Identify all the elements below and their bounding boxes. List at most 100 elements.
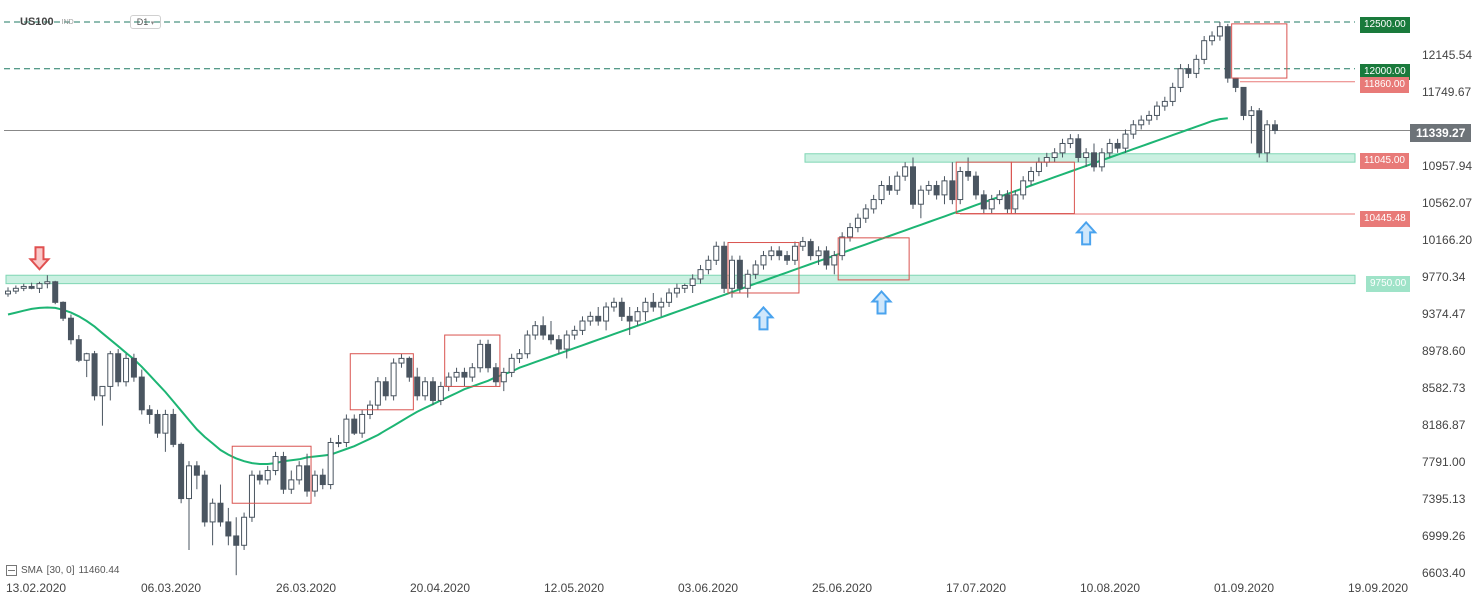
bull-candle: [894, 175, 901, 191]
x-axis-tick-label: 20.04.2020: [410, 581, 470, 595]
bear-candle: [784, 255, 791, 261]
bull-candle: [1059, 142, 1066, 154]
bull-candle: [1193, 58, 1200, 74]
bull-candle: [610, 301, 617, 308]
bull-candle: [1012, 194, 1019, 210]
bull-candle: [705, 259, 712, 271]
y-axis-tick-label: 8978.60: [1422, 344, 1466, 358]
bear-candle: [618, 301, 625, 317]
bull-candle: [500, 371, 507, 383]
indicator-legend[interactable]: SMA [30, 0] 11460.44: [6, 565, 119, 576]
price-tag-11045: 11045.00: [1360, 153, 1409, 169]
bear-candle: [115, 353, 122, 383]
y-axis-tick-label: 10957.94: [1422, 159, 1472, 173]
y-axis-tick-label: 9374.47: [1422, 307, 1466, 321]
bull-candle: [162, 413, 169, 434]
bear-candle: [965, 171, 972, 177]
y-axis-tick-label: 6603.40: [1422, 566, 1466, 580]
bull-candle: [1201, 40, 1208, 60]
bear-candle: [776, 250, 783, 257]
bear-candle: [170, 413, 177, 445]
bull-candle: [870, 199, 877, 210]
bull-candle: [186, 465, 192, 500]
up-arrow-icon: [752, 305, 775, 331]
bull-candle: [445, 376, 452, 387]
bull-candle: [398, 357, 405, 364]
bull-candle: [666, 292, 673, 303]
bull-candle: [209, 502, 216, 523]
bear-candle: [1185, 68, 1192, 74]
price-tag-10445: 10445.48: [1360, 211, 1410, 227]
bear-candle: [280, 456, 287, 490]
bull-candle: [799, 241, 806, 247]
bull-candle: [839, 236, 846, 257]
bull-candle: [673, 287, 680, 294]
bull-candle: [571, 329, 578, 336]
bull-candle: [272, 456, 279, 472]
x-axis-tick-label: 01.09.2020: [1214, 581, 1274, 595]
bull-candle: [453, 371, 460, 378]
bear-candle: [351, 418, 358, 434]
bull-candle: [296, 465, 303, 481]
bull-candle: [752, 264, 759, 275]
bear-candle: [130, 357, 137, 378]
bear-candle: [555, 339, 562, 350]
bull-candle: [768, 250, 775, 257]
bull-candle: [603, 306, 610, 322]
bull-candle: [563, 334, 570, 350]
bull-candle: [1169, 86, 1176, 102]
y-axis-tick-label: 7395.13: [1422, 492, 1466, 506]
bull-candle: [123, 357, 130, 383]
bull-candle: [437, 385, 444, 401]
bear-candle: [91, 353, 98, 397]
bull-candle: [524, 334, 531, 355]
price-tag-12500: 12500.00: [1360, 17, 1410, 33]
x-axis-tick-label: 19.09.2020: [1348, 581, 1408, 595]
bull-candle: [311, 474, 318, 492]
bull-candle: [264, 470, 271, 481]
bear-candle: [1232, 77, 1239, 88]
bull-candle: [862, 208, 869, 219]
x-axis-tick-label: 13.02.2020: [6, 581, 66, 595]
bull-candle: [941, 180, 948, 196]
bear-candle: [1272, 124, 1278, 131]
price-tag-9750: 9750.00: [1366, 276, 1411, 292]
bear-candle: [548, 334, 554, 341]
bear-candle: [256, 474, 263, 481]
bull-candle: [327, 441, 334, 486]
bull-candle: [681, 285, 688, 289]
bear-candle: [823, 250, 830, 266]
bull-candle: [791, 245, 798, 261]
bull-candle: [697, 269, 704, 280]
bear-candle: [485, 343, 492, 369]
y-axis-tick-label: 9770.34: [1422, 270, 1466, 284]
bear-candle: [201, 474, 208, 523]
bull-candle: [1035, 161, 1042, 173]
bear-candle: [1240, 86, 1247, 116]
bull-candle: [760, 255, 767, 266]
timeframe-selector[interactable]: D1 ▾: [129, 15, 162, 29]
bear-candle: [406, 357, 413, 378]
bear-candle: [146, 409, 153, 415]
x-axis-tick-label: 25.06.2020: [812, 581, 872, 595]
bear-candle: [626, 315, 633, 322]
price-tag-current: 11339.27: [1410, 124, 1472, 142]
bear-candle: [1114, 142, 1121, 149]
pattern-box: [349, 353, 414, 411]
symbol-legend: US100 IND D1 ▾: [20, 15, 162, 29]
bear-candle: [52, 281, 59, 303]
bull-candle: [1051, 152, 1058, 158]
bear-candle: [540, 325, 547, 336]
bear-candle: [429, 381, 436, 401]
bull-candle: [729, 259, 735, 289]
bear-candle: [807, 241, 814, 257]
bull-candle: [516, 353, 523, 359]
pattern-box: [837, 237, 910, 281]
bull-candle: [579, 320, 586, 331]
chevron-down-icon: ▾: [150, 20, 155, 27]
pattern-box: [1010, 161, 1075, 215]
bull-candle: [847, 227, 854, 238]
bear-candle: [319, 474, 326, 486]
